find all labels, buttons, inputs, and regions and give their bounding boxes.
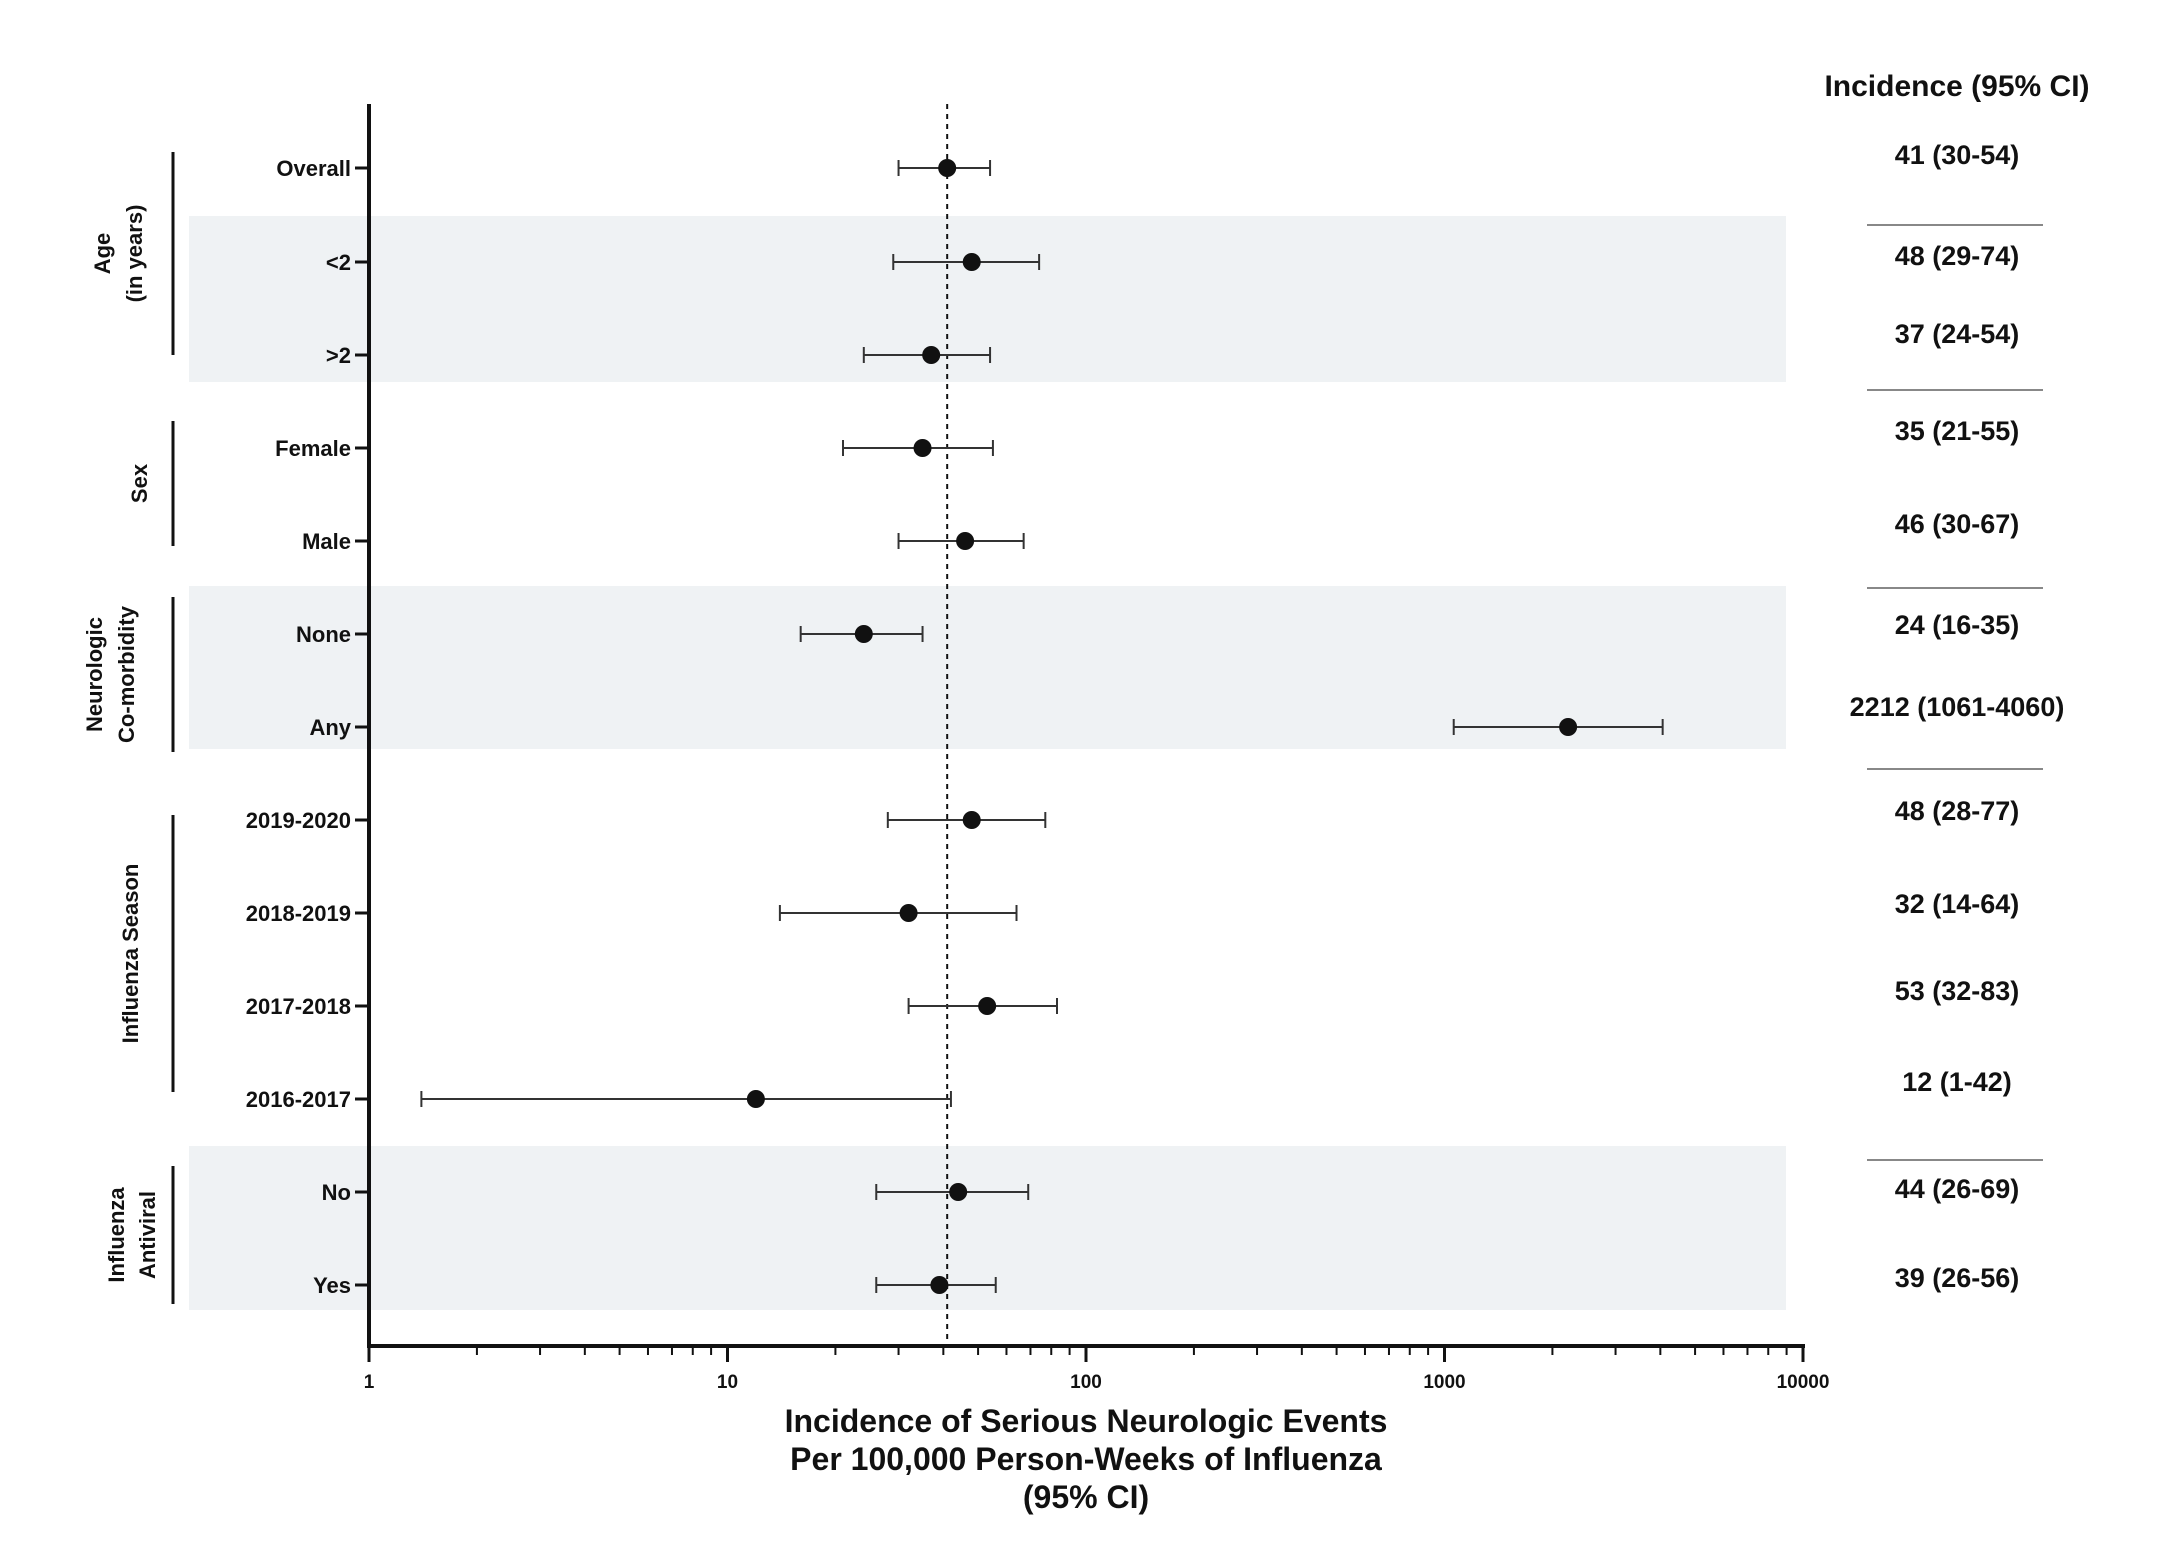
incidence-value: 41 (30-54) — [1895, 140, 2020, 170]
point-estimate — [1559, 718, 1578, 736]
x-tick-label: 1000 — [1423, 1372, 1465, 1393]
chart-marks — [420, 104, 1664, 1346]
incidence-value: 24 (16-35) — [1895, 610, 2020, 640]
shaded-bands — [189, 216, 1786, 1310]
row-label: 2019-2020 — [246, 808, 351, 833]
point-estimate — [956, 532, 975, 550]
shaded-band-2 — [189, 586, 1786, 749]
group-label: (in years) — [122, 205, 147, 303]
point-estimate — [854, 625, 873, 643]
incidence-column: Incidence (95% CI) 41 (30-54) 48 (29-74) 3… — [1824, 70, 2089, 1293]
point-estimate — [922, 346, 941, 364]
incidence-value: 44 (26-69) — [1895, 1174, 2020, 1204]
row-label: >2 — [326, 343, 351, 368]
x-axis-title: Incidence of Serious Neurologic EventsPe… — [785, 1403, 1388, 1515]
x-axis-title-line: Incidence of Serious Neurologic Events — [785, 1403, 1388, 1439]
group-label: Influenza Season — [118, 864, 143, 1044]
incidence-value: 48 (28-77) — [1895, 796, 2020, 826]
row-label: Overall — [276, 156, 351, 181]
group-label: Sex — [127, 463, 152, 503]
point-estimate — [962, 253, 981, 271]
x-axis-title-line: (95% CI) — [1023, 1479, 1149, 1515]
row-label: Female — [275, 436, 351, 461]
point-estimate — [962, 811, 981, 829]
row-label: 2016-2017 — [246, 1087, 351, 1112]
point-estimate — [913, 439, 932, 457]
point-estimate — [938, 159, 957, 177]
incidence-value: 39 (26-56) — [1895, 1263, 2020, 1293]
row-label: Male — [302, 529, 351, 554]
row-label: No — [322, 1180, 351, 1205]
incidence-value: 2212 (1061-4060) — [1850, 692, 2065, 722]
x-axis: 1 10 100 1000 10000 — [355, 104, 1829, 1393]
group-label: Neurologic — [82, 617, 107, 732]
point-estimate — [746, 1090, 765, 1108]
x-tick-label: 10 — [717, 1372, 738, 1393]
x-axis-title-line: Per 100,000 Person-Weeks of Influenza — [790, 1441, 1382, 1477]
row-label: None — [296, 622, 351, 647]
row-label: 2018-2019 — [246, 901, 351, 926]
row-label: Any — [309, 715, 351, 740]
point-estimate — [930, 1276, 949, 1294]
incidence-header: Incidence (95% CI) — [1824, 70, 2089, 103]
shaded-band-1 — [189, 216, 1786, 382]
shaded-band-3 — [189, 1146, 1786, 1310]
x-tick-label: 10000 — [1777, 1372, 1830, 1393]
x-tick-label: 100 — [1070, 1372, 1102, 1393]
incidence-value: 46 (30-67) — [1895, 509, 2020, 539]
group-label: Influenza — [104, 1187, 129, 1283]
point-estimate — [978, 997, 997, 1015]
row-label: Yes — [313, 1273, 351, 1298]
incidence-value: 32 (14-64) — [1895, 889, 2020, 919]
incidence-value: 53 (32-83) — [1895, 976, 2020, 1006]
row-label: 2017-2018 — [246, 994, 351, 1019]
point-estimate — [899, 904, 918, 922]
row-label: <2 — [326, 250, 351, 275]
group-labels: Age (in years) Sex Neurologic Co-morbidity In… — [82, 152, 175, 1304]
x-tick-label: 1 — [364, 1372, 375, 1393]
group-label: Antiviral — [135, 1191, 160, 1279]
row-labels: Overall <2 >2 Female Male None Any 2019-2020 201… — [246, 156, 352, 1298]
group-label: Co-morbidity — [114, 605, 139, 743]
incidence-value: 12 (1-42) — [1902, 1067, 2012, 1097]
group-label: Age — [90, 233, 115, 275]
incidence-value: 37 (24-54) — [1895, 319, 2020, 349]
incidence-value: 35 (21-55) — [1895, 416, 2020, 446]
incidence-value: 48 (29-74) — [1895, 241, 2020, 271]
point-estimate — [949, 1183, 968, 1201]
